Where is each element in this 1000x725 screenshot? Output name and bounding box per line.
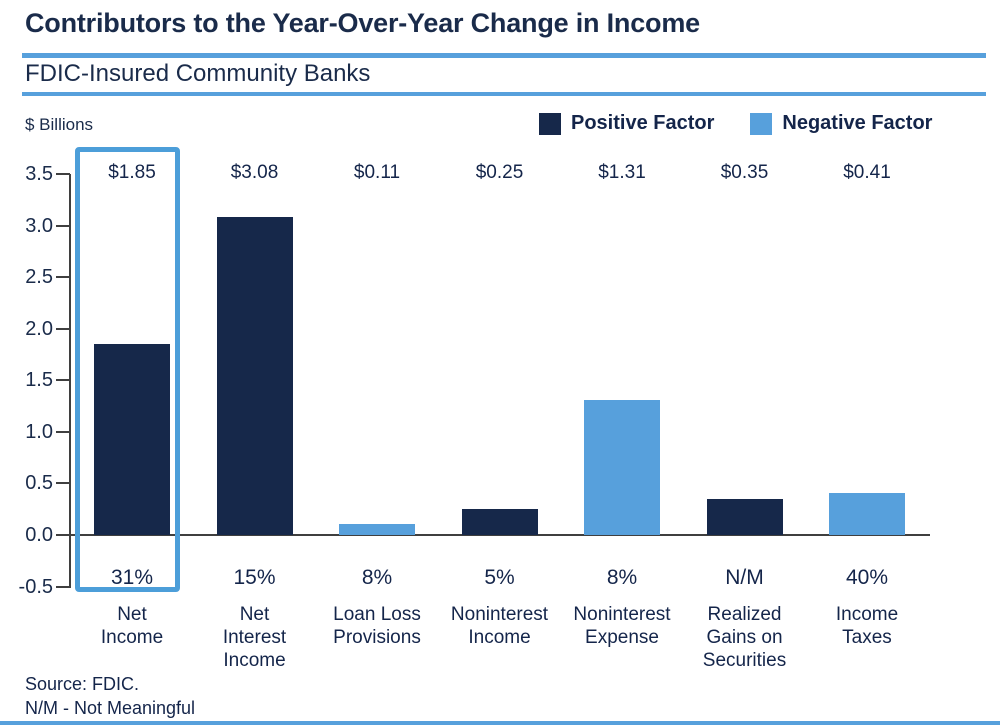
y-tick-mark <box>56 430 70 433</box>
y-tick-mark <box>56 327 70 330</box>
y-tick-label: -0.5 <box>18 575 53 598</box>
y-axis-unit-label: $ Billions <box>25 115 94 134</box>
subtitle-divider-rule <box>22 92 986 96</box>
chart-title: Contributors to the Year-Over-Year Chang… <box>25 8 700 38</box>
y-tick-label: 3.5 <box>25 163 53 185</box>
bar-value-label: $0.35 <box>720 162 769 183</box>
y-tick-label: 2.0 <box>25 317 53 340</box>
bar-net-income <box>94 344 170 535</box>
y-tick-mark <box>56 534 70 536</box>
x-axis-baseline <box>69 534 930 536</box>
y-tick-label: 2.5 <box>25 266 53 289</box>
negative-factor-swatch <box>750 112 773 135</box>
bar-category-label: Loan Loss Provisions <box>333 604 421 648</box>
highlight-box-net-income <box>75 147 180 592</box>
y-tick-label: 0.5 <box>25 472 53 495</box>
nm-note: N/M - Not Meaningful <box>25 698 196 718</box>
bar-net-interest-income <box>216 217 293 535</box>
bar-pct-label: N/M <box>725 566 764 589</box>
bar-pct-label: 15% <box>233 566 276 589</box>
legend: Positive Factor Negative Factor <box>539 112 932 135</box>
bar-category-label: Net Income <box>100 604 164 648</box>
bar-loan-loss-provisions <box>339 524 415 535</box>
bar-category-label: Noninterest Expense <box>573 604 671 648</box>
bar-pct-label: 8% <box>606 566 638 589</box>
bar-income-taxes <box>829 493 905 535</box>
bar-value-label: $0.41 <box>843 162 891 183</box>
chart-subtitle: FDIC-Insured Community Banks <box>25 60 371 87</box>
y-tick-label: 0.0 <box>25 524 53 546</box>
bar-value-label: $1.85 <box>108 162 156 183</box>
y-tick-label: 1.5 <box>25 369 53 392</box>
y-tick-mark <box>56 173 70 175</box>
y-tick-mark <box>56 276 70 279</box>
negative-factor-label: Negative Factor <box>782 112 933 134</box>
y-axis-line <box>69 174 71 588</box>
y-tick-label: 1.0 <box>25 420 53 443</box>
title-divider-rule <box>22 53 986 58</box>
bar-pct-label: 40% <box>845 566 889 589</box>
y-tick-mark <box>56 482 70 485</box>
bar-category-label: Income Taxes <box>835 604 899 648</box>
bar-value-label: $0.11 <box>353 162 401 183</box>
y-tick-mark <box>56 379 70 382</box>
bar-pct-label: 8% <box>361 566 393 589</box>
bar-value-label: $1.31 <box>598 162 646 183</box>
bar-category-label: Realized Gains on Securities <box>702 604 787 671</box>
legend-item-positive-factor: Positive Factor <box>539 112 714 135</box>
bottom-border-rule <box>0 721 1000 725</box>
positive-factor-swatch <box>539 112 561 135</box>
y-tick-mark <box>56 224 70 227</box>
source-note: Source: FDIC. <box>25 674 140 694</box>
bar-realized-gains-on-securities <box>706 499 783 535</box>
bar-value-label: $0.25 <box>475 162 524 183</box>
bar-category-label: Noninterest Income <box>450 604 549 648</box>
bar-value-label: $3.08 <box>230 162 279 183</box>
y-tick-label: 3.0 <box>25 214 53 237</box>
bar-pct-label: 31% <box>110 566 154 589</box>
y-tick-mark <box>56 585 70 588</box>
bar-noninterest-expense <box>584 400 660 535</box>
bar-category-label: Net Interest Income <box>222 604 287 671</box>
legend-item-negative-factor: Negative Factor <box>750 112 932 135</box>
bar-pct-label: 5% <box>484 566 515 589</box>
positive-factor-label: Positive Factor <box>571 112 715 134</box>
bar-noninterest-income <box>461 509 538 535</box>
